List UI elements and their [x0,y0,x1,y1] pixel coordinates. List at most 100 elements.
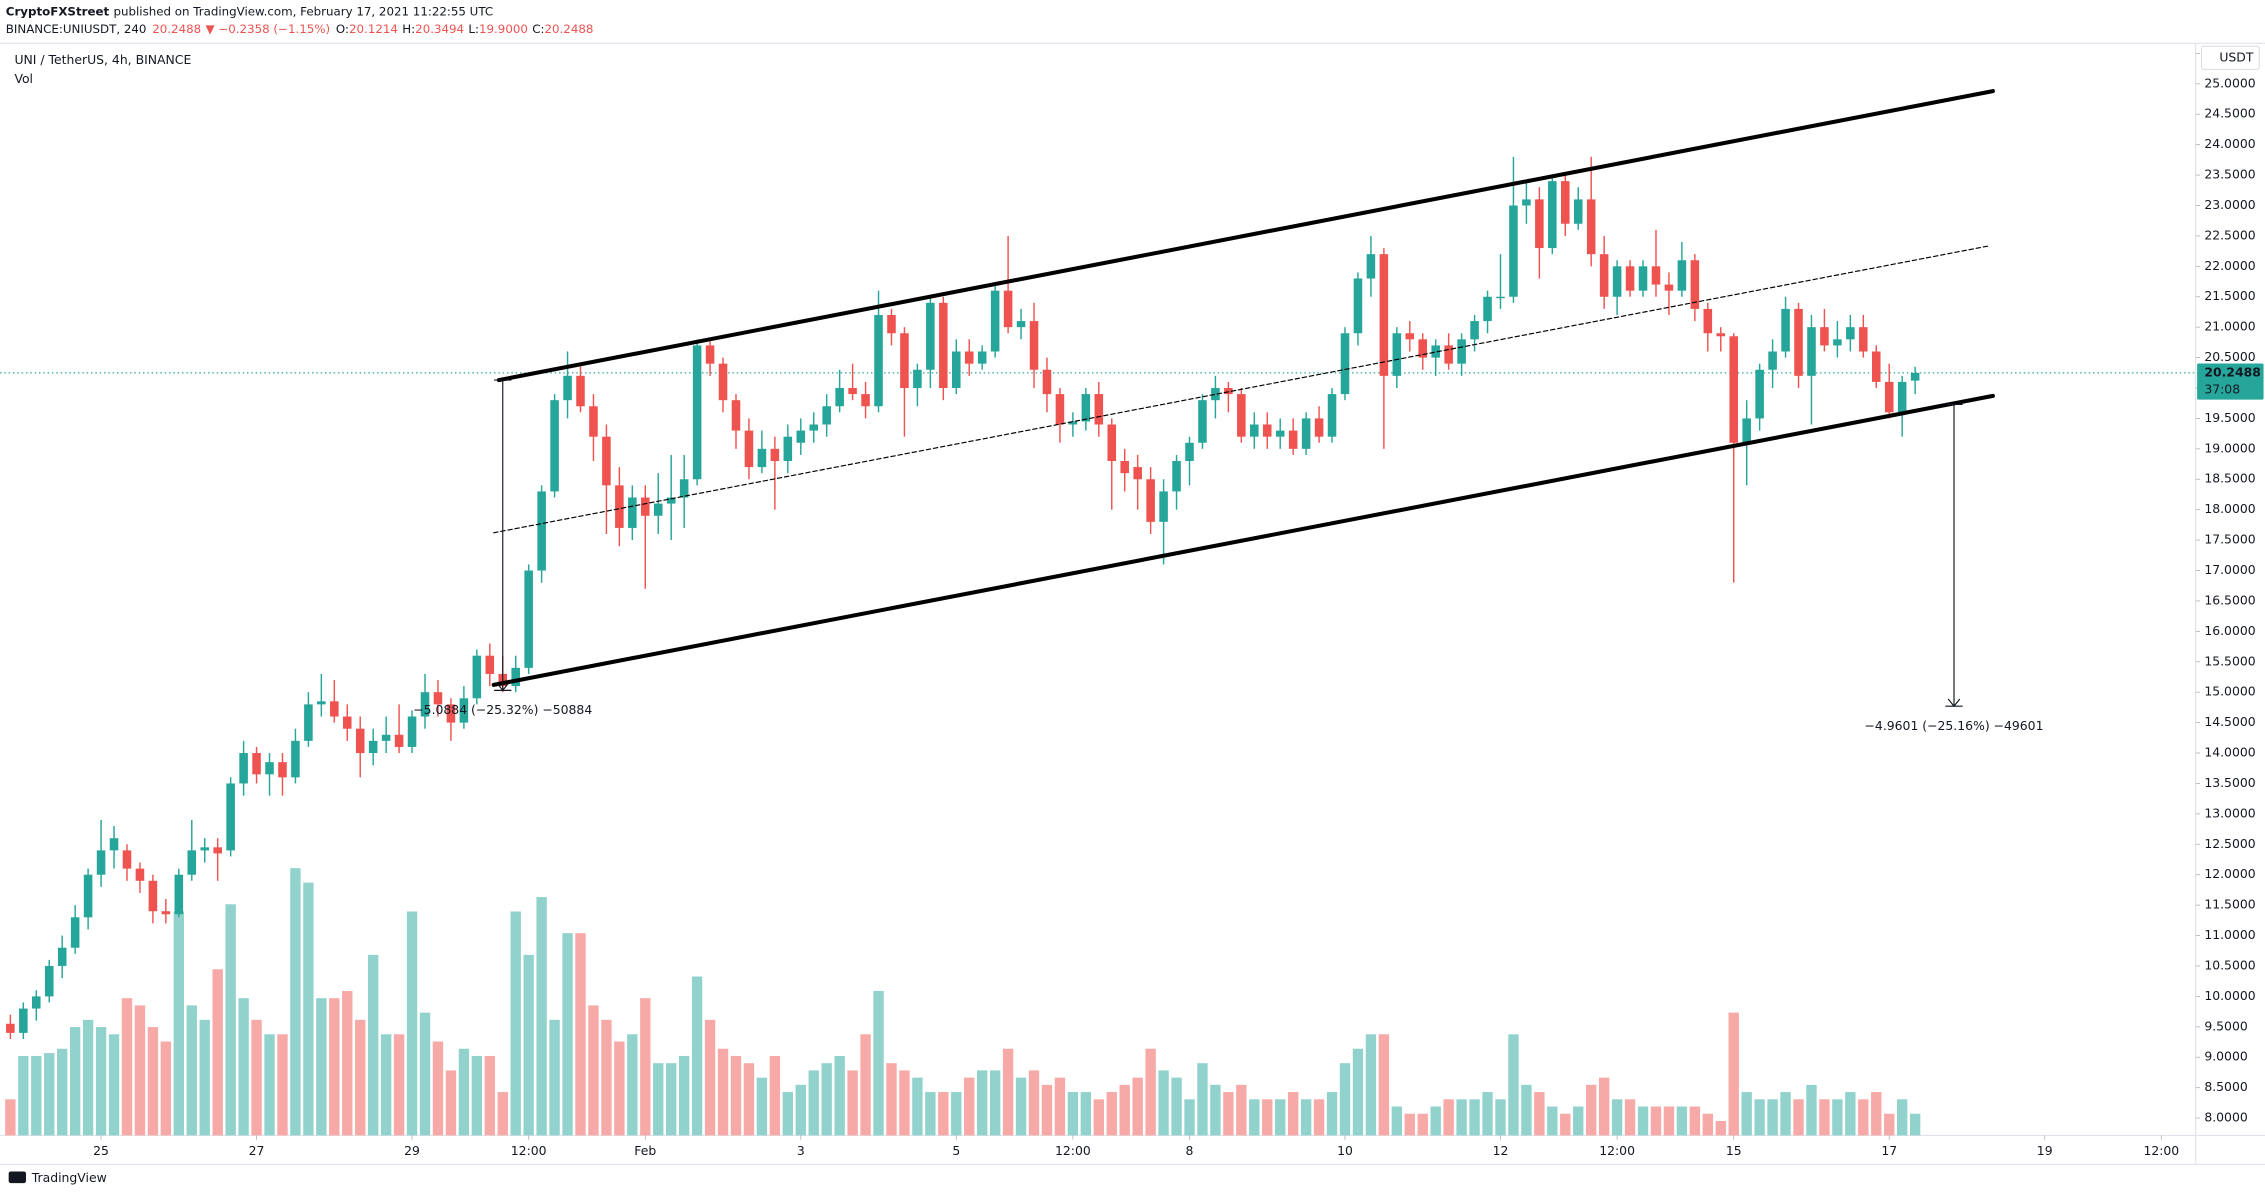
volume-bar [1676,1106,1688,1136]
volume-bar [1495,1099,1506,1136]
volume-bar [186,1005,197,1136]
volume-bar [134,1005,146,1136]
published: published on TradingView.com, February 1… [113,4,493,18]
volume-bar [18,1055,29,1136]
y-tick-label: 17.5000 [2204,532,2255,547]
candle-body [511,667,520,687]
volume-bar [1158,1070,1169,1136]
volume-bar [1689,1106,1701,1136]
volume-bar [44,1053,55,1136]
volume-bar [847,1070,858,1136]
volume-bar [1845,1092,1856,1136]
volume-bar [1715,1120,1726,1136]
candle-body [1198,400,1207,443]
candle-body [265,762,274,775]
candle-body [1651,266,1661,285]
candle-body [122,850,132,869]
candle-body [1107,424,1117,462]
candle-body [628,497,637,528]
volume-bar [912,1077,923,1136]
candle-body [485,655,495,674]
measure-arrow [496,682,509,692]
y-tick-label: 8.5000 [2204,1079,2248,1094]
candle-body [19,1008,28,1033]
candle-body [1250,424,1259,437]
x-tick-label: 3 [797,1143,805,1158]
volume-bar [834,1055,845,1136]
candle-body [887,314,896,334]
candle-body [1833,339,1842,346]
candle-body [1781,308,1790,352]
candle-body [459,698,469,723]
candle-body [1496,296,1505,299]
candle-body [1120,461,1129,474]
symbol-line: BINANCE:UNIUSDT, 240 20.2488 ▼ −0.2358 (−1… [6,21,594,35]
candle-body [446,704,456,723]
footer-logo: TradingView [8,1170,107,1185]
candle-body [1755,369,1764,419]
volume-bar [1884,1113,1895,1136]
candle-body [239,753,248,784]
candle-body [1910,372,1920,381]
volume-bar [290,868,301,1136]
candle-body [1340,333,1350,395]
volume-bar [225,904,236,1136]
candle-body [1418,339,1428,358]
volume-bar [691,976,703,1136]
candle-body [1483,296,1492,322]
ohlc-value: 20.3494 [415,21,464,35]
y-tick-label: 19.0000 [2204,440,2255,455]
candle-body [148,880,158,912]
publish-line: CryptoFXStreet published on TradingView.c… [6,4,493,18]
candle-body [32,996,41,1009]
candle-body [731,400,741,431]
volume-bar [1352,1048,1364,1136]
y-tick-label: 25.0000 [2204,75,2255,90]
volume-bar [717,1048,729,1136]
candle-body [1794,308,1803,376]
volume-bar [264,1034,275,1136]
candle-body [472,655,482,699]
volume-bar [1365,1034,1377,1136]
candle-body [1392,333,1402,376]
volume-bar [1249,1099,1260,1136]
y-tick-label: 10.0000 [2204,988,2255,1003]
trendline [493,245,1991,534]
volume-bar [653,1063,664,1136]
candle-body [433,692,443,705]
volume-bar [1404,1113,1415,1136]
candle-body [317,701,326,705]
candle-body [835,388,844,407]
x-tick-label: 12:00 [1599,1143,1635,1158]
volume-bar [5,1099,16,1136]
candle-body [304,704,313,741]
volume-bar [1780,1092,1791,1136]
candle-body [1431,345,1440,358]
volume-bar [121,998,133,1136]
volume-bar [1611,1099,1623,1136]
chart-title: UNI / TetherUS, 4h, BINANCE [14,52,191,67]
volume-bar [1326,1092,1338,1136]
volume-bar [951,1092,962,1136]
candle-body [550,400,559,492]
volume-bar [808,1070,819,1136]
x-tick-label: 15 [1726,1143,1742,1158]
volume-bar [484,1055,495,1136]
candle-body [1262,424,1272,437]
candle-body [1237,394,1246,437]
volume-bar [1728,1012,1739,1136]
volume-bar [1287,1092,1299,1136]
volume-bar [95,1027,107,1136]
volume-bar [329,998,340,1136]
volume-bar [886,1063,897,1136]
ohlc-value: 19.9000 [479,21,528,35]
candle-body [1055,394,1065,425]
candle-body [641,497,650,516]
y-tick-label: 9.0000 [2204,1049,2248,1064]
x-tick-label: 12:00 [2143,1143,2179,1158]
y-tick-label: 16.0000 [2204,623,2255,638]
candle-body [1042,369,1052,395]
candle-body [187,850,197,875]
